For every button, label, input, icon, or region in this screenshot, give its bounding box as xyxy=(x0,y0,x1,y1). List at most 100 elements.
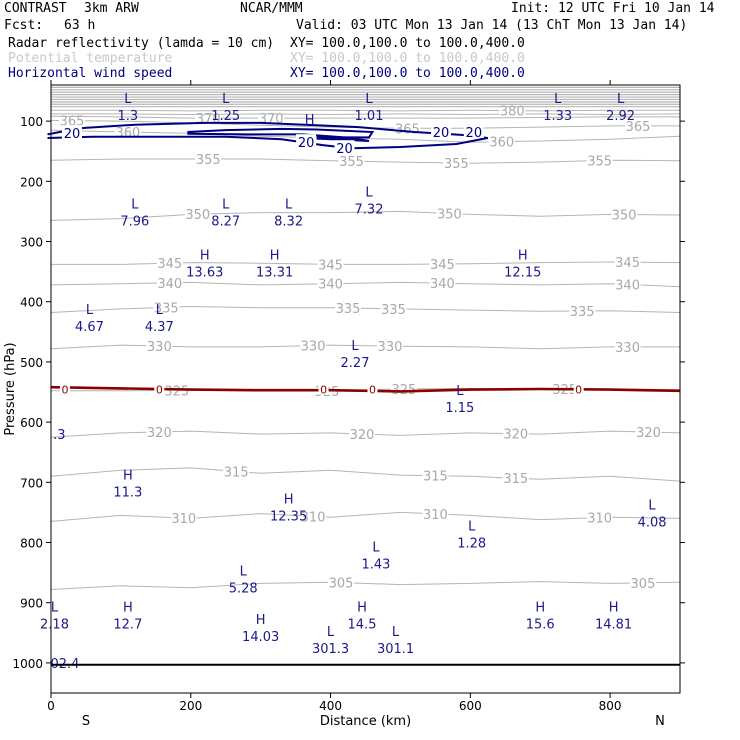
extremum-low-marker: L xyxy=(648,498,656,513)
theta-label-bg xyxy=(586,509,613,524)
theta-label-bg xyxy=(443,155,470,170)
theta-contour-355 xyxy=(50,158,681,164)
extremum-high-marker: H xyxy=(535,601,545,616)
x-tick-label: 800 xyxy=(599,699,622,713)
reflectivity-label-bg xyxy=(318,383,329,395)
extremum-low-marker: L xyxy=(124,92,132,107)
reflectivity-contour-label: 0 xyxy=(575,384,582,397)
reflectivity-contour-layer: 0 0 0 0 0 xyxy=(50,383,681,397)
theta-contour-label: 330 xyxy=(615,341,640,356)
forecast-hour: 63 h xyxy=(64,18,96,33)
wind-contour-label: 20 xyxy=(298,136,315,151)
extremum-value: 7.32 xyxy=(355,202,384,217)
y-tick-label: 500 xyxy=(20,356,43,370)
theta-label-bg xyxy=(156,255,183,270)
field-name-reflectivity: Radar reflectivity (lamda = 10 cm) xyxy=(8,36,275,51)
extremum-value: 4.37 xyxy=(145,320,174,335)
wind-label-bg xyxy=(334,140,355,155)
wind-contour-label: 20 xyxy=(336,142,353,157)
extremum-value: 8.27 xyxy=(211,214,240,229)
field-name-wind-speed: Horizontal wind speed xyxy=(8,66,173,81)
extremum-value: .3 xyxy=(53,428,65,443)
theta-label-bg xyxy=(502,470,529,485)
theta-contour-label: 315 xyxy=(224,465,249,480)
reflectivity-label-bg xyxy=(367,383,378,395)
extremum-low-marker: L xyxy=(222,92,230,107)
extremum-value: 5.28 xyxy=(229,582,258,597)
theta-label-bg xyxy=(614,276,641,291)
extremum-value: 301.3 xyxy=(312,642,349,657)
reflectivity-contour-label: 0 xyxy=(320,384,327,397)
x-tick-label: 200 xyxy=(179,699,202,713)
extremum-value: 2.92 xyxy=(606,109,635,124)
theta-contour-label: 305 xyxy=(329,577,354,592)
y-tick-label: 400 xyxy=(20,296,43,310)
forecast-label: Fcst: xyxy=(4,18,44,33)
theta-label-bg xyxy=(569,302,596,317)
extremum-low-marker: L xyxy=(365,92,373,107)
extremum-high-marker: H xyxy=(609,601,619,616)
theta-contour-label: 320 xyxy=(350,428,375,443)
reflectivity-label-bg xyxy=(154,383,165,395)
theta-contour-label: 345 xyxy=(615,256,640,271)
extremum-high-marker: H xyxy=(357,601,367,616)
theta-label-bg xyxy=(629,574,656,589)
theta-contour-label: 310 xyxy=(301,510,326,525)
extremum-low-marker: L xyxy=(617,92,625,107)
theta-contour-label: 310 xyxy=(423,508,448,523)
theta-contour-350 xyxy=(50,210,681,221)
extremum-low-marker: L xyxy=(51,601,59,616)
x-tick-label: 400 xyxy=(319,699,342,713)
theta-label-bg xyxy=(195,151,222,166)
theta-contour-label: 330 xyxy=(147,340,172,355)
extremum-value: 14.5 xyxy=(348,618,377,633)
extremum-low-marker: L xyxy=(156,303,164,318)
theta-contour-label: 345 xyxy=(430,258,455,273)
theta-contour-label: 335 xyxy=(570,305,595,320)
field-xy-wind-speed: XY= 100.0,100.0 to 100.0,400.0 xyxy=(290,66,525,81)
y-tick-label: 100 xyxy=(20,115,43,129)
wind-contour-label: 20 xyxy=(466,126,483,141)
theta-contour-label: 380 xyxy=(500,105,525,120)
extremum-value: 14.03 xyxy=(242,630,279,645)
extremum-value: 12.15 xyxy=(504,266,541,281)
x-axis-left-end-label: S xyxy=(82,714,90,729)
theta-label-bg xyxy=(422,505,449,520)
extremum-value: 1.15 xyxy=(445,401,474,416)
extremum-value: 2.18 xyxy=(40,618,69,633)
theta-contour-380 xyxy=(51,109,680,112)
theta-contour-label: 330 xyxy=(378,340,403,355)
theta-contour-label: 350 xyxy=(185,208,210,223)
extremum-low-marker: L xyxy=(327,625,335,640)
wind-label-bg xyxy=(61,125,82,140)
field-xy-potential-temperature: XY= 100.0,100.0 to 100.0,400.0 xyxy=(290,51,525,66)
extremum-low-marker: L xyxy=(240,565,248,580)
plot-frame xyxy=(50,84,681,694)
extremum-high-marker: H xyxy=(270,249,280,264)
extremum-value: 4.67 xyxy=(75,320,104,335)
theta-label-bg xyxy=(429,275,456,290)
theta-contour-label: 340 xyxy=(157,277,182,292)
model-name: 3km ARW xyxy=(84,1,139,16)
theta-contour-layer: 305 305 310 310 310 310 315 315 315 320 320 320 320 3… xyxy=(50,86,681,592)
y-tick-label: 300 xyxy=(20,236,43,250)
theta-label-bg xyxy=(146,423,173,438)
theta-label-bg xyxy=(349,426,376,441)
wind-contour-layer: 20 20 20 20 20 xyxy=(47,121,488,157)
theta-contour-label: 335 xyxy=(154,301,179,316)
extremum-low-marker: L xyxy=(222,197,230,212)
theta-contour-label: 355 xyxy=(196,153,221,168)
extremum-value: 8.32 xyxy=(274,214,303,229)
x-tick-label: 0 xyxy=(47,699,55,713)
extremum-high-marker: H xyxy=(123,468,133,483)
theta-label-bg xyxy=(317,256,344,271)
theta-label-bg xyxy=(502,425,529,440)
init-time: Init: 12 UTC Fri 10 Jan 14 xyxy=(511,1,715,16)
extremum-low-marker: L xyxy=(456,384,464,399)
theta-contour-label: 340 xyxy=(318,278,343,293)
theta-label-bg xyxy=(614,254,641,269)
theta-label-bg xyxy=(184,206,211,221)
theta-contour-label: 330 xyxy=(301,340,326,355)
extremum-low-marker: L xyxy=(351,339,359,354)
y-axis-label: Pressure (hPa) xyxy=(3,342,18,435)
